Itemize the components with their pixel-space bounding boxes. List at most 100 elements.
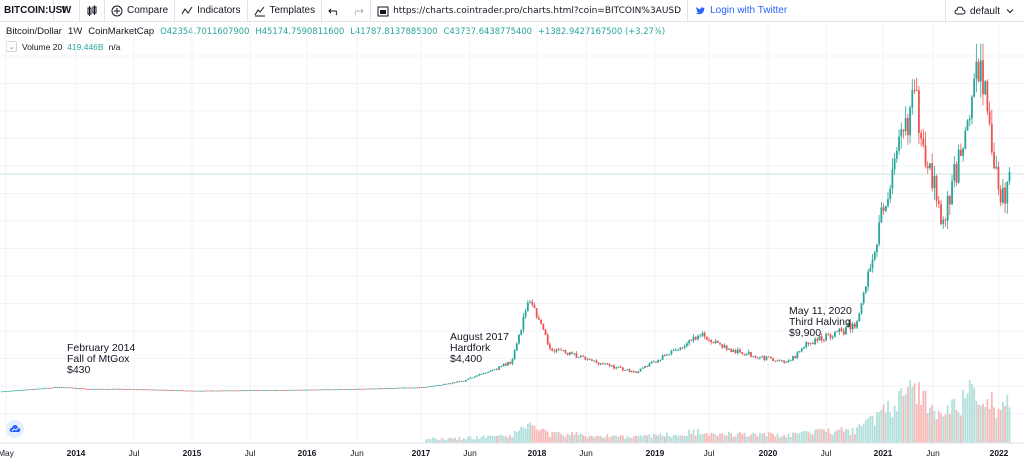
candle-body: [579, 355, 582, 357]
candle-body: [237, 390, 240, 392]
series-interval: 1W: [67, 26, 83, 37]
annotation-line: August 2017: [450, 331, 509, 343]
candle-body: [571, 352, 573, 354]
undo-button[interactable]: [322, 0, 346, 22]
volume-bar: [964, 398, 967, 443]
candle-body: [586, 358, 589, 360]
candle-body: [403, 387, 406, 389]
candle-body: [511, 359, 514, 364]
candle-body: [785, 362, 788, 363]
volume-bar: [467, 436, 470, 443]
volume-bar: [427, 439, 430, 443]
candle-body: [823, 340, 825, 341]
candle-body: [986, 81, 989, 112]
share-url[interactable]: https://charts.cointrader.pro/charts.htm…: [371, 0, 689, 22]
candle-body: [341, 389, 344, 390]
candle-body: [966, 120, 969, 131]
login-twitter-button[interactable]: Login with Twitter: [688, 0, 793, 22]
candle-body: [604, 363, 607, 365]
candle-body: [577, 356, 580, 358]
tradingview-logo[interactable]: [6, 420, 24, 438]
candle-body: [809, 343, 812, 344]
volume-ma: n/a: [108, 41, 121, 52]
chart-type-button[interactable]: [80, 0, 105, 22]
compare-button[interactable]: Compare: [105, 0, 176, 22]
volume-bar: [776, 433, 779, 443]
volume-bar: [597, 435, 600, 443]
volume-bar: [513, 430, 516, 443]
volume-bar: [750, 434, 752, 443]
candle-body: [816, 338, 819, 341]
volume-bar: [739, 432, 741, 443]
volume-bar: [1006, 395, 1009, 443]
candle-body: [644, 366, 646, 368]
candle-body: [438, 385, 441, 386]
templates-button[interactable]: Templates: [248, 0, 323, 22]
volume-bar: [913, 383, 916, 443]
candle-body: [763, 356, 766, 360]
volume-bar: [551, 432, 554, 443]
candle-body: [109, 388, 112, 390]
candle-body: [953, 164, 956, 181]
candle-body: [301, 389, 304, 391]
candle-body: [34, 388, 37, 390]
candle-body: [721, 344, 724, 348]
candle-body: [747, 352, 750, 355]
volume-bar: [825, 431, 828, 443]
volume-bar: [831, 434, 834, 443]
volume-bar: [493, 436, 496, 443]
volume-bar: [752, 432, 755, 443]
candle-body: [250, 390, 253, 392]
volume-bar: [674, 434, 677, 443]
candle-body: [420, 387, 423, 389]
url-text: https://charts.cointrader.pro/charts.htm…: [393, 5, 682, 16]
volume-bar: [588, 435, 591, 443]
candle-body: [111, 388, 114, 390]
symbol-search[interactable]: BITCOIN:USI: [0, 0, 65, 22]
volume-bar: [436, 439, 439, 443]
candle-body: [272, 390, 275, 391]
volume-bar: [840, 427, 843, 443]
cloud-logo-icon: [9, 425, 21, 432]
candle-body: [889, 188, 892, 200]
volume-bar: [942, 416, 945, 443]
candle-body: [224, 390, 227, 392]
candle-body: [82, 388, 85, 390]
volume-bar: [902, 395, 905, 443]
candle-body: [834, 331, 836, 337]
candle-body: [781, 360, 783, 362]
volume-bar: [787, 433, 790, 443]
candle-body: [381, 388, 383, 390]
volume-bar: [745, 436, 748, 443]
candle-body: [188, 390, 191, 392]
volume-bar: [1008, 407, 1011, 443]
candle-body: [496, 369, 498, 371]
candle-body: [500, 366, 503, 367]
candle-body: [18, 390, 21, 391]
candle-body: [655, 361, 657, 363]
volume-bar: [522, 427, 525, 443]
candle-body: [180, 390, 182, 392]
candle-body: [845, 327, 847, 335]
candle-body: [356, 388, 359, 390]
theme-selector[interactable]: default: [944, 0, 1024, 22]
indicators-button[interactable]: Indicators: [175, 0, 248, 22]
volume-bar: [672, 435, 675, 443]
candle-body: [138, 389, 140, 391]
candle-body: [829, 334, 832, 338]
candle-body: [339, 389, 341, 390]
volume-bar: [880, 409, 883, 443]
candle-body: [666, 354, 668, 356]
candle-body: [208, 390, 211, 392]
volume-bar: [586, 437, 589, 443]
volume-bar: [524, 428, 527, 443]
candle-body: [873, 252, 876, 260]
candle-body: [409, 387, 412, 389]
redo-button[interactable]: [346, 0, 372, 22]
interval-button[interactable]: W: [54, 0, 80, 22]
candle-body: [761, 356, 763, 358]
candle-body: [352, 388, 355, 390]
time-axis-label: 2016: [297, 448, 317, 458]
candle-body: [898, 136, 900, 151]
